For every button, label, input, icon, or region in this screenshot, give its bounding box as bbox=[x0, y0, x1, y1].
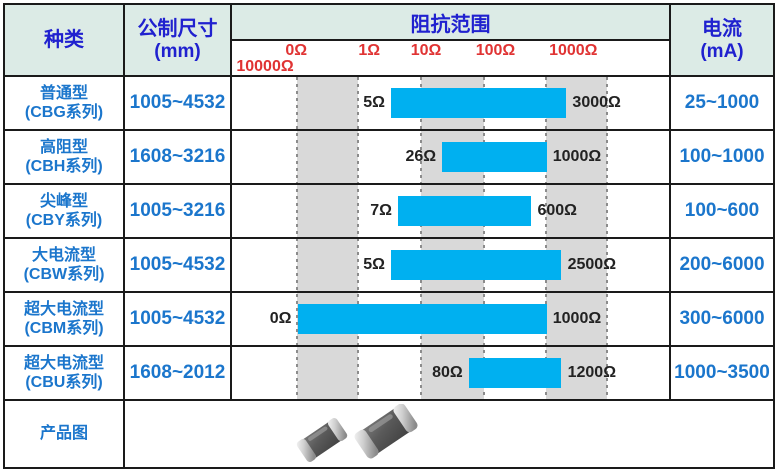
type-cell-cbu: 超大电流型 (CBU系列) bbox=[5, 347, 125, 401]
col-header-impedance: 阻抗范围 0Ω 1Ω 10Ω 100Ω 1000Ω 10000Ω bbox=[232, 5, 671, 77]
impedance-chart-cell-cbm: 0Ω 1000Ω bbox=[232, 293, 671, 347]
col-header-current-line2: (mA) bbox=[700, 40, 744, 62]
bar-max-label: 600Ω bbox=[537, 202, 577, 219]
impedance-chart-cell-cbh: 26Ω 1000Ω bbox=[232, 131, 671, 185]
bar-max-label: 1200Ω bbox=[567, 364, 617, 381]
bar-max-label: 2500Ω bbox=[567, 256, 617, 273]
current-cell-cby: 100~600 bbox=[671, 185, 773, 239]
bar-max-label: 1000Ω bbox=[552, 148, 602, 165]
impedance-range-bar bbox=[398, 196, 532, 226]
axis-tick-0ohm: 0Ω bbox=[285, 42, 308, 59]
type-cell-cbw: 大电流型 (CBW系列) bbox=[5, 239, 125, 293]
col-header-type-label: 种类 bbox=[44, 29, 84, 51]
current-cell-cbg: 25~1000 bbox=[671, 77, 773, 131]
bar-max-label: 1000Ω bbox=[552, 310, 602, 327]
axis-tick-1000ohm: 1000Ω bbox=[549, 42, 598, 59]
size-cell-cbm: 1005~4532 bbox=[125, 293, 232, 347]
impedance-range-bar bbox=[391, 88, 567, 118]
type-name: 大电流型 bbox=[31, 246, 96, 264]
type-cell-cbg: 普通型 (CBG系列) bbox=[5, 77, 125, 131]
col-header-size: 公制尺寸 (mm) bbox=[125, 5, 232, 77]
type-series: (CBY系列) bbox=[25, 212, 103, 229]
type-cell-cby: 尖峰型 (CBY系列) bbox=[5, 185, 125, 239]
type-cell-cbm: 超大电流型 (CBM系列) bbox=[5, 293, 125, 347]
impedance-range-bar bbox=[442, 142, 547, 172]
impedance-chart-cell-cbu: 80Ω 1200Ω bbox=[232, 347, 671, 401]
smd-chip-photos bbox=[296, 404, 418, 462]
col-header-current-line1: 电流 bbox=[702, 17, 742, 40]
current-cell-cbu: 1000~3500 bbox=[671, 347, 773, 401]
impedance-axis-scale: 0Ω 1Ω 10Ω 100Ω 1000Ω 10000Ω bbox=[232, 41, 669, 75]
type-cell-cbh: 高阻型 (CBH系列) bbox=[5, 131, 125, 185]
bar-min-label: 26Ω bbox=[405, 148, 437, 165]
axis-tick-10ohm: 10Ω bbox=[410, 42, 442, 59]
axis-tick-10000ohm: 10000Ω bbox=[236, 58, 294, 75]
impedance-range-bar bbox=[391, 250, 562, 280]
smd-chip-small bbox=[296, 418, 348, 462]
type-series: (CBU系列) bbox=[25, 374, 103, 391]
current-cell-cbw: 200~6000 bbox=[671, 239, 773, 293]
col-header-size-line1: 公制尺寸 bbox=[137, 17, 218, 40]
product-photo-cell bbox=[125, 401, 773, 467]
size-cell-cbg: 1005~4532 bbox=[125, 77, 232, 131]
impedance-title: 阻抗范围 bbox=[232, 5, 669, 41]
current-cell-cbm: 300~6000 bbox=[671, 293, 773, 347]
type-series: (CBH系列) bbox=[25, 158, 103, 175]
type-series: (CBM系列) bbox=[24, 320, 104, 337]
axis-tick-100ohm: 100Ω bbox=[475, 42, 516, 59]
smd-chip-large bbox=[354, 404, 418, 459]
current-cell-cbh: 100~1000 bbox=[671, 131, 773, 185]
bar-min-label: 5Ω bbox=[363, 94, 385, 111]
col-header-size-line2: (mm) bbox=[154, 40, 201, 62]
impedance-chart-cell-cbw: 5Ω 2500Ω bbox=[232, 239, 671, 293]
bar-min-label: 5Ω bbox=[363, 256, 385, 273]
bar-min-label: 7Ω bbox=[370, 202, 392, 219]
type-name: 超大电流型 bbox=[23, 300, 104, 318]
size-cell-cbu: 1608~2012 bbox=[125, 347, 232, 401]
product-row-label: 产品图 bbox=[39, 425, 88, 443]
bar-min-label: 80Ω bbox=[432, 364, 463, 381]
type-name: 尖峰型 bbox=[39, 192, 88, 210]
type-name: 普通型 bbox=[39, 84, 88, 102]
bar-min-label: 0Ω bbox=[269, 310, 292, 327]
impedance-chart-cell-cby: 7Ω 600Ω bbox=[232, 185, 671, 239]
product-spec-table: 种类 公制尺寸 (mm) 阻抗范围 0Ω 1Ω 10Ω 100Ω 1000Ω 1… bbox=[3, 3, 775, 469]
size-cell-cbh: 1608~3216 bbox=[125, 131, 232, 185]
size-cell-cbw: 1005~4532 bbox=[125, 239, 232, 293]
impedance-chart-cell-cbg: 5Ω 3000Ω bbox=[232, 77, 671, 131]
axis-tick-1ohm: 1Ω bbox=[358, 42, 381, 59]
bar-max-label: 3000Ω bbox=[572, 94, 621, 111]
type-name: 高阻型 bbox=[39, 138, 88, 156]
type-series: (CBW系列) bbox=[23, 266, 105, 283]
type-name: 超大电流型 bbox=[23, 354, 104, 372]
impedance-range-bar bbox=[468, 358, 562, 388]
col-header-type: 种类 bbox=[5, 5, 125, 77]
size-cell-cby: 1005~3216 bbox=[125, 185, 232, 239]
impedance-range-bar bbox=[297, 304, 547, 334]
col-header-current: 电流 (mA) bbox=[671, 5, 773, 77]
product-row-label-cell: 产品图 bbox=[5, 401, 125, 467]
type-series: (CBG系列) bbox=[24, 104, 104, 121]
